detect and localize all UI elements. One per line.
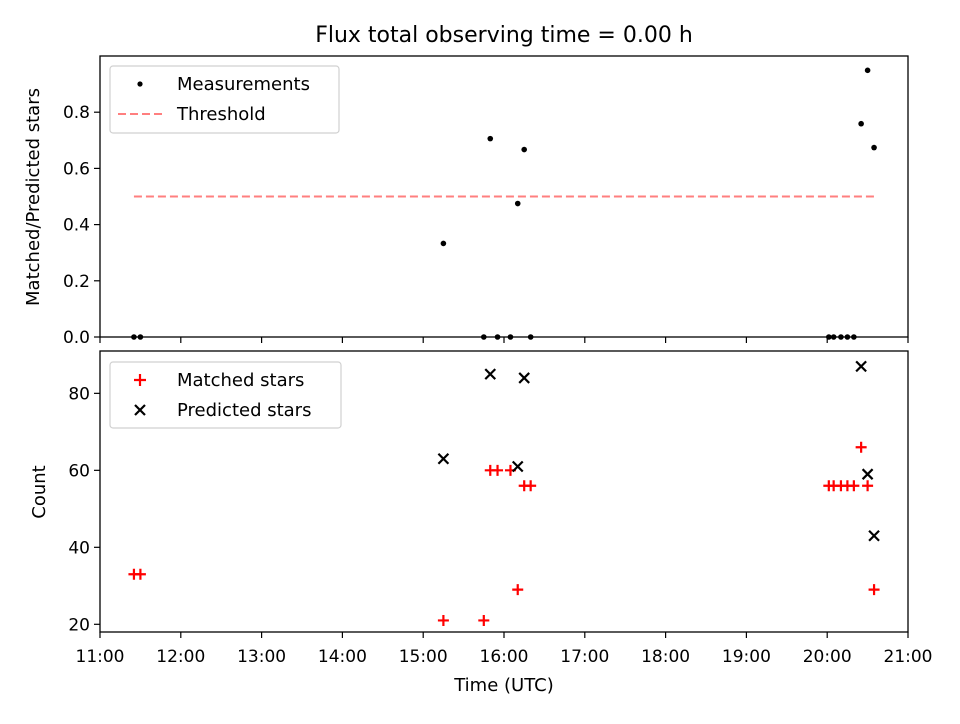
top-y-tick-label: 0.2 xyxy=(63,272,90,292)
top-y-tick-label: 0.6 xyxy=(63,159,90,179)
matched-star-point xyxy=(862,480,874,492)
legend-measurement-marker xyxy=(137,81,143,87)
bottom-x-tick-label: 18:00 xyxy=(641,647,690,667)
measurement-point xyxy=(871,144,877,151)
bottom-x-tick-label: 15:00 xyxy=(399,647,448,667)
measurement-point xyxy=(521,146,527,153)
bottom-x-tick-label: 14:00 xyxy=(318,647,367,667)
matched-star-point xyxy=(525,480,537,492)
bottom-x-tick-label: 20:00 xyxy=(803,647,852,667)
legend-threshold-label: Threshold xyxy=(176,104,266,125)
predicted-star-point xyxy=(484,368,497,380)
matched-star-point xyxy=(492,464,504,476)
top-legend-box xyxy=(109,65,340,134)
top-y-axis: 0.0 0.2 0.4 0.6 0.8 xyxy=(63,103,100,348)
predicted-star-point xyxy=(511,460,524,473)
bottom-plot-area xyxy=(128,360,880,626)
bottom-x-axis: 11:00 12:00 13:00 14:00 15:00 16:00 17:00 18:00… xyxy=(76,632,933,667)
bottom-x-tick-label: 16:00 xyxy=(480,647,529,667)
bottom-y-axis-label: Count xyxy=(29,465,50,518)
top-y-tick-label: 0.4 xyxy=(63,216,90,236)
chart-title: Flux total observing time = 0.00 h xyxy=(315,23,693,48)
bottom-y-axis: 20 40 60 80 xyxy=(68,384,100,635)
bottom-y-tick-label: 60 xyxy=(68,461,90,481)
measurement-point xyxy=(487,135,494,142)
legend-predicted-marker xyxy=(134,404,146,416)
predicted-star-point xyxy=(437,453,450,465)
bottom-y-tick-label: 20 xyxy=(68,615,90,635)
legend-matched-label: Matched stars xyxy=(177,370,304,391)
bottom-x-tick-label: 12:00 xyxy=(156,647,205,667)
matched-star-point xyxy=(855,441,867,453)
matched-star-point xyxy=(512,584,524,596)
measurement-point xyxy=(440,240,447,247)
predicted-star-point xyxy=(868,529,880,542)
matched-star-point xyxy=(437,614,449,626)
bottom-x-tick-label: 17:00 xyxy=(560,647,609,667)
legend-predicted-label: Predicted stars xyxy=(177,400,311,421)
predicted-star-point xyxy=(861,468,874,480)
bottom-y-tick-label: 80 xyxy=(68,384,90,404)
matched-star-point xyxy=(134,568,146,580)
x-axis-label: Time (UTC) xyxy=(453,675,554,696)
top-y-tick-label: 0.0 xyxy=(63,328,90,348)
bottom-x-tick-label: 13:00 xyxy=(237,647,286,667)
measurement-point xyxy=(864,67,871,74)
legend-matched-marker xyxy=(134,374,146,386)
top-legend: Measurements Threshold xyxy=(109,65,340,134)
legend-measurements-label: Measurements xyxy=(177,74,310,95)
top-y-tick-label: 0.8 xyxy=(63,103,90,123)
matched-star-point xyxy=(868,584,880,596)
top-x-axis-ticks xyxy=(99,337,909,343)
bottom-y-tick-label: 40 xyxy=(68,538,90,558)
bottom-x-tick-label: 21:00 xyxy=(884,647,933,667)
top-panel: 0.00.20.40.60.8 Matched/Predicted stars … xyxy=(23,55,909,348)
measurement-point xyxy=(514,200,521,207)
measurement-point xyxy=(858,120,864,127)
bottom-legend: Matched stars Predicted stars xyxy=(109,361,342,429)
predicted-star-point xyxy=(855,360,867,373)
bottom-x-tick-label: 19:00 xyxy=(722,647,771,667)
predicted-star-point xyxy=(518,372,530,384)
top-y-axis-label: Matched/Predicted stars xyxy=(23,88,44,306)
bottom-x-tick-label: 11:00 xyxy=(76,647,125,667)
bottom-legend-box xyxy=(109,361,342,429)
matched-star-point xyxy=(478,614,490,626)
matched-star-point xyxy=(848,480,860,492)
